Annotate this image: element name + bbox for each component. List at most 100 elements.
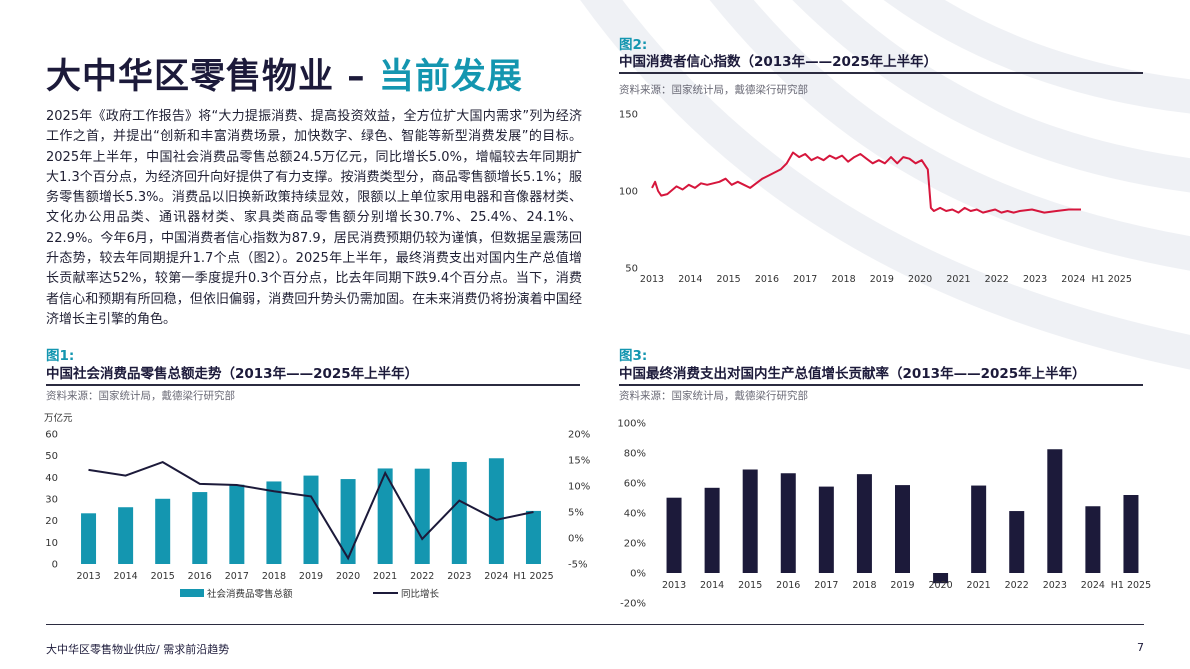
fig2-xtick-label: 2016 bbox=[755, 274, 779, 285]
fig2-confidence-line bbox=[651, 151, 1081, 214]
fig3-bar bbox=[856, 474, 872, 573]
fig1-xtick-label: 2020 bbox=[336, 571, 360, 582]
fig3-bar bbox=[895, 485, 910, 573]
fig3-ytick-label: 60% bbox=[624, 479, 646, 490]
fig2-xtick-label: 2019 bbox=[870, 274, 894, 285]
fig2-xtick-label: 2017 bbox=[793, 274, 817, 285]
fig3-bar bbox=[666, 497, 682, 573]
fig2-xtick-label: 2020 bbox=[908, 274, 932, 285]
fig3-bar bbox=[742, 469, 758, 573]
fig1-bar bbox=[303, 475, 319, 564]
fig3-xtick-label: 2022 bbox=[1005, 580, 1029, 591]
fig1-y2tick-label: 0% bbox=[568, 534, 584, 545]
fig1-ytick-label: 20 bbox=[45, 516, 58, 527]
fig1-xtick-label: 2021 bbox=[373, 571, 397, 582]
fig1-bar bbox=[118, 507, 134, 564]
fig1-bar bbox=[488, 458, 504, 564]
fig2-xtick-label: 2024 bbox=[1061, 274, 1085, 285]
fig1-xtick-label: 2016 bbox=[188, 571, 212, 582]
fig3-ytick-label: 20% bbox=[624, 539, 646, 550]
fig3-ytick-label: -20% bbox=[620, 599, 646, 610]
fig1-bar bbox=[451, 461, 467, 564]
fig1-bar bbox=[340, 479, 356, 564]
fig3-source: 资料来源：国家统计局，戴德梁行研究部 bbox=[619, 390, 808, 402]
fig1-y2tick-label: 5% bbox=[568, 508, 584, 519]
fig1-xtick-label: 2018 bbox=[262, 571, 286, 582]
fig2-xtick-label: 2023 bbox=[1023, 274, 1047, 285]
fig3-bar bbox=[1047, 449, 1063, 573]
fig3-xtick-label: 2020 bbox=[928, 580, 952, 591]
fig2-ytick-label: 50 bbox=[625, 264, 638, 275]
fig2-label: 图2: bbox=[619, 37, 648, 53]
fig3-xtick-label: 2014 bbox=[700, 580, 724, 591]
fig3-bar bbox=[1009, 511, 1025, 573]
fig3-bar bbox=[971, 485, 987, 573]
fig3-ytick-label: 40% bbox=[624, 509, 646, 520]
fig2-ytick-label: 150 bbox=[619, 110, 638, 121]
page-title: 大中华区零售物业 – 当前发展 bbox=[46, 57, 523, 97]
fig3-xtick-label: 2013 bbox=[662, 580, 686, 591]
fig3-xtick-label: 2024 bbox=[1081, 580, 1105, 591]
fig1-xtick-label: 2023 bbox=[447, 571, 471, 582]
fig2-xtick-label: 2018 bbox=[831, 274, 855, 285]
fig1-ytick-label: 50 bbox=[45, 451, 58, 462]
fig1-bar bbox=[192, 492, 208, 564]
fig2-xtick-label: 2021 bbox=[946, 274, 970, 285]
fig2-xtick-label: H1 2025 bbox=[1091, 274, 1131, 285]
fig3-bar bbox=[780, 473, 796, 573]
fig1-rule bbox=[46, 384, 580, 386]
fig1-bar bbox=[81, 513, 97, 564]
fig2-rule bbox=[619, 72, 1143, 74]
fig1-label: 图1: bbox=[46, 348, 75, 364]
fig3-chart: -20% 0% 20% 40% 60% 80% 100% 2013 2014 2015 2016 20… bbox=[617, 419, 1151, 610]
fig1-bar bbox=[155, 498, 171, 564]
footer-text: 大中华区零售物业供应/ 需求前沿趋势 bbox=[46, 643, 230, 656]
fig1-ytick-label: 60 bbox=[45, 430, 58, 441]
fig3-xtick-label: H1 2025 bbox=[1111, 580, 1151, 591]
fig1-bar bbox=[525, 510, 541, 564]
fig3-ytick-label: 80% bbox=[624, 449, 646, 460]
fig1-ytick-label: 10 bbox=[45, 538, 58, 549]
fig2-source: 资料来源：国家统计局，戴德梁行研究部 bbox=[619, 84, 808, 96]
fig1-bar bbox=[266, 481, 282, 564]
fig3-xtick-label: 2019 bbox=[890, 580, 914, 591]
fig3-rule bbox=[619, 384, 1143, 386]
fig3-xtick-label: 2021 bbox=[967, 580, 991, 591]
fig1-legend-line-label: 同比增长 bbox=[401, 588, 440, 600]
fig1-xtick-label: 2022 bbox=[410, 571, 434, 582]
fig1-xtick-label: 2019 bbox=[299, 571, 323, 582]
fig3-bar bbox=[933, 573, 949, 584]
fig1-y2tick-label: 15% bbox=[568, 456, 590, 467]
fig2-title: 中国消费者信心指数（2013年——2025年上半年） bbox=[619, 54, 938, 70]
fig3-bar bbox=[818, 486, 834, 573]
fig1-ytick-label: 30 bbox=[45, 495, 58, 506]
fig2-xtick-label: 2013 bbox=[640, 274, 664, 285]
fig1-ytick-label: 40 bbox=[45, 473, 58, 484]
fig3-bar bbox=[704, 487, 720, 573]
fig2-xtick-label: 2014 bbox=[678, 274, 702, 285]
fig3-xtick-label: 2016 bbox=[776, 580, 800, 591]
fig1-ylabel: 万亿元 bbox=[44, 412, 73, 424]
fig2-ytick-label: 100 bbox=[619, 187, 638, 198]
fig1-xtick-label: H1 2025 bbox=[513, 571, 553, 582]
fig3-xtick-label: 2018 bbox=[852, 580, 876, 591]
page-number: 7 bbox=[1137, 641, 1144, 654]
fig1-bar bbox=[229, 484, 245, 564]
fig3-ytick-label: 100% bbox=[617, 419, 646, 430]
fig2-chart: 50 100 150 2013 2014 2015 2016 2017 2018 2019 2020… bbox=[619, 110, 1132, 286]
fig3-ytick-label: 0% bbox=[630, 569, 646, 580]
fig3-title: 中国最终消费支出对国内生产总值增长贡献率（2013年——2025年上半年） bbox=[619, 366, 1086, 382]
fig1-source: 资料来源：国家统计局，戴德梁行研究部 bbox=[46, 390, 235, 402]
fig1-y2tick-label: 10% bbox=[568, 482, 590, 493]
fig1-xtick-label: 2017 bbox=[225, 571, 249, 582]
footer-rule bbox=[46, 624, 1144, 625]
fig1-xtick-label: 2013 bbox=[76, 571, 100, 582]
fig1-y2tick-label: -5% bbox=[568, 560, 587, 571]
fig1-legend-bar-label: 社会消费品零售总额 bbox=[207, 588, 293, 600]
fig1-xtick-label: 2024 bbox=[484, 571, 508, 582]
fig1-growth-line bbox=[88, 460, 534, 561]
fig3-bar bbox=[1123, 495, 1139, 573]
fig3-xtick-label: 2023 bbox=[1043, 580, 1067, 591]
